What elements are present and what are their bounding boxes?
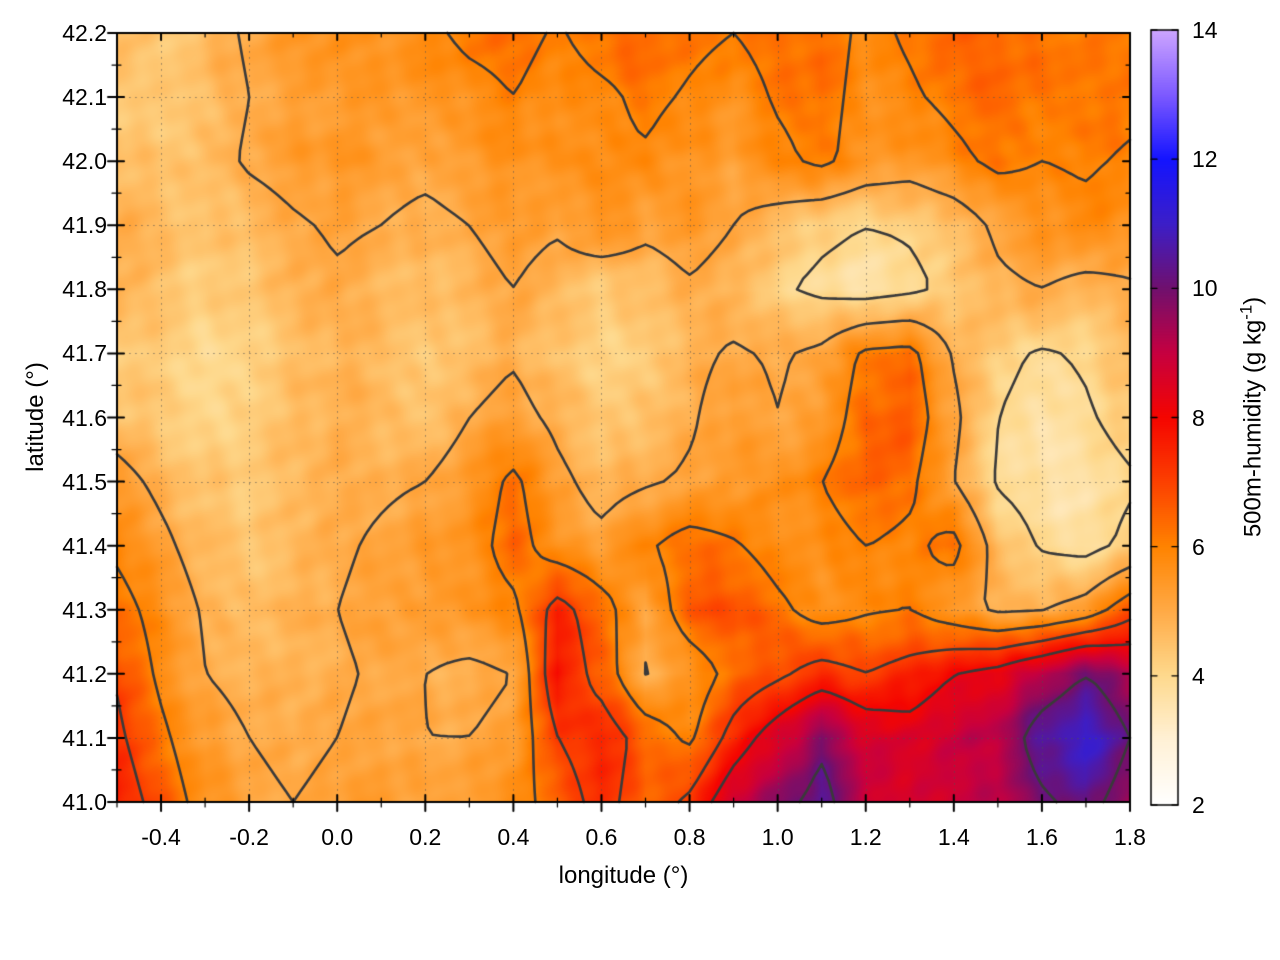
x-axis-title: longitude (°)	[558, 862, 689, 889]
colorbar-title-text: 500m-humidity (g kg	[1239, 319, 1267, 538]
y-tick-label: 42.2	[62, 20, 107, 46]
colorbar-tick-label: 2	[1192, 792, 1205, 818]
colorbar-tick-label: 10	[1192, 275, 1218, 302]
x-tick-label: -0.2	[229, 824, 269, 850]
y-tick-label: 41.6	[62, 404, 107, 431]
colorbar-title-close: )	[1239, 296, 1267, 305]
colorbar-tick-label: 14	[1192, 17, 1218, 43]
y-tick-label: 42.0	[62, 148, 107, 175]
x-tick-label: 1.8	[1114, 824, 1146, 850]
x-tick-label: 0.0	[321, 824, 354, 850]
colorbar-title: 500m-humidity (g kg-1)	[1237, 297, 1268, 537]
y-tick-label: 41.8	[62, 276, 107, 303]
y-tick-label: 41.5	[62, 468, 107, 495]
y-tick-label: 41.4	[62, 532, 107, 559]
y-tick-label: 41.7	[62, 340, 107, 367]
x-tick-label: 0.2	[409, 824, 442, 850]
y-tick-label: 41.1	[62, 724, 107, 751]
x-tick-label: 1.4	[937, 824, 970, 850]
x-tick-label: 0.4	[497, 824, 530, 850]
x-tick-label: -0.4	[141, 824, 181, 850]
y-tick-label: 41.0	[62, 789, 107, 815]
colorbar-tick-label: 8	[1192, 404, 1205, 431]
x-tick-label: 0.6	[585, 824, 618, 850]
colorbar-tick-label: 4	[1192, 662, 1205, 689]
colorbar-tick-label: 6	[1192, 533, 1205, 560]
y-tick-label: 41.3	[62, 596, 107, 623]
colorbar-title-superscript: -1	[1236, 304, 1256, 320]
y-tick-label: 41.9	[62, 212, 107, 239]
x-tick-label: 1.6	[1025, 824, 1058, 850]
y-tick-label: 41.2	[62, 660, 107, 687]
x-tick-label: 1.2	[849, 824, 882, 850]
colorbar-tick-label: 12	[1192, 146, 1218, 173]
x-tick-label: 1.0	[761, 824, 794, 850]
y-axis-title: latitude (°)	[22, 362, 49, 472]
x-tick-label: 0.8	[673, 824, 706, 850]
y-tick-label: 42.1	[62, 84, 107, 111]
